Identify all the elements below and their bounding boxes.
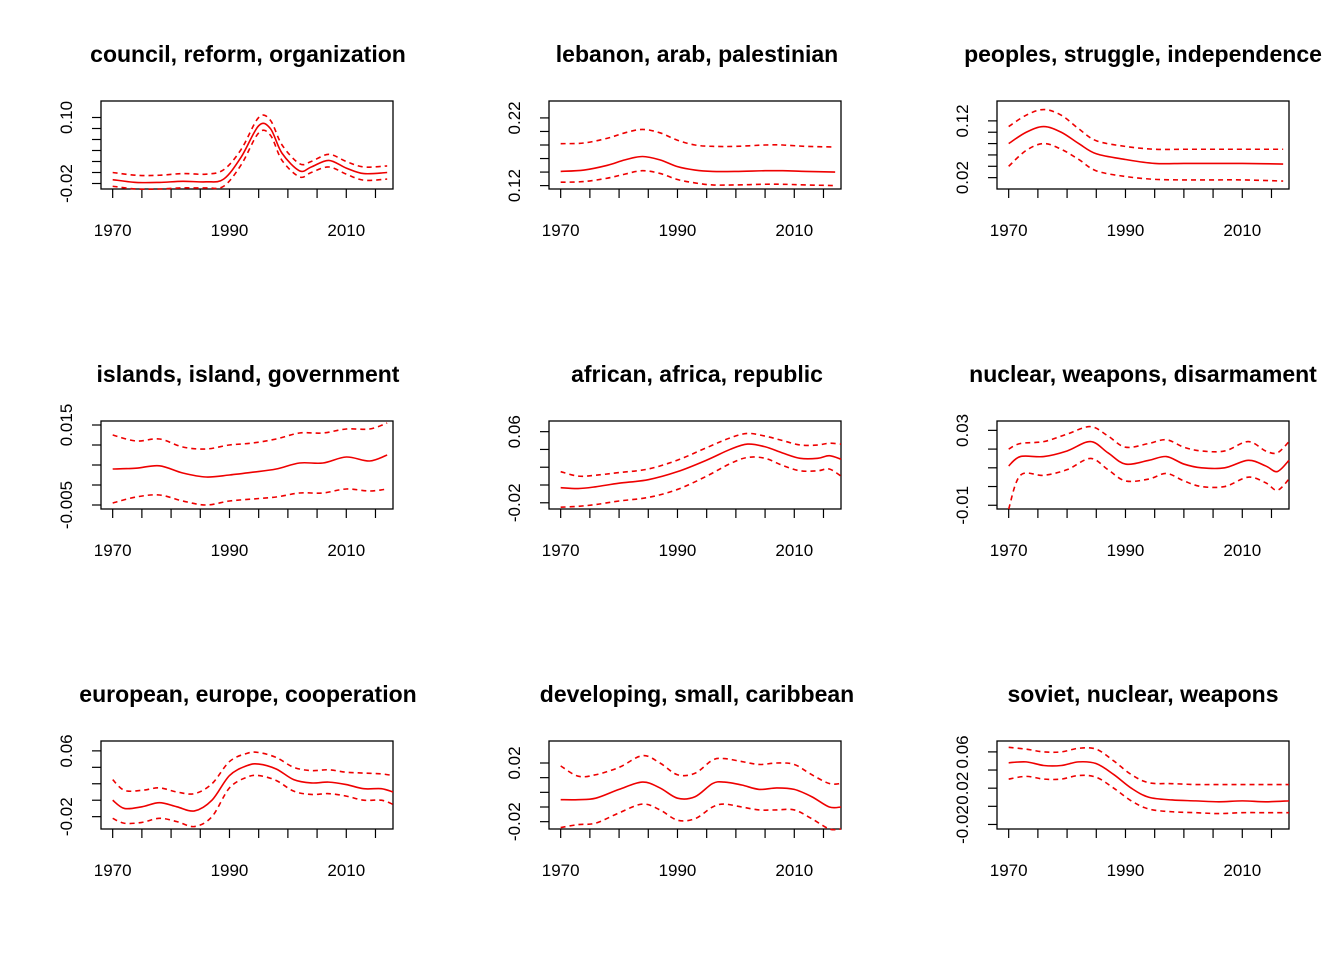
- estimate-line: [112, 762, 394, 812]
- x-tick-label: 1970: [94, 221, 132, 240]
- upper-ci-line: [1008, 108, 1284, 151]
- panel-8: developing, small, caribbean 1970 1990 2010…: [505, 681, 854, 880]
- estimate-line: [1008, 760, 1290, 803]
- x-tick-label: 1970: [990, 221, 1028, 240]
- panel-5: african, africa, republic 1970 1990 2010 -0.…: [505, 361, 842, 560]
- y-tick-label: 0.02: [953, 161, 972, 194]
- plot-frame: [996, 100, 1290, 190]
- plot-frame: [100, 740, 394, 830]
- x-tick-label: 1990: [211, 541, 249, 560]
- x-tick-label: 2010: [1223, 861, 1261, 880]
- panel-1: council, reform, organization 1970 1990 201…: [57, 41, 406, 240]
- y-tick-label: -0.02: [57, 797, 76, 836]
- estimate-line: [112, 122, 388, 184]
- y-tick-label: 0.12: [953, 104, 972, 137]
- panel-title: council, reform, organization: [90, 41, 406, 67]
- y-tick-label: 0.015: [57, 404, 76, 447]
- y-tick-label: -0.02: [953, 805, 972, 844]
- upper-ci-line: [560, 432, 842, 478]
- panel-title: islands, island, government: [97, 361, 400, 387]
- x-tick-label: 2010: [1223, 221, 1261, 240]
- estimate-line: [1008, 125, 1284, 165]
- x-tick-label: 1990: [211, 221, 249, 240]
- x-tick-label: 2010: [327, 861, 365, 880]
- upper-ci-line: [560, 128, 836, 148]
- y-tick-label: 0.03: [953, 414, 972, 447]
- x-tick-label: 1970: [94, 541, 132, 560]
- x-tick-label: 1990: [1107, 221, 1145, 240]
- y-tick-label: -0.02: [505, 483, 524, 522]
- y-tick-label: 0.06: [505, 415, 524, 448]
- x-tick-label: 1970: [542, 541, 580, 560]
- x-tick-label: 2010: [327, 541, 365, 560]
- x-tick-label: 1990: [659, 861, 697, 880]
- y-tick-label: 0.22: [505, 101, 524, 134]
- estimate-line: [560, 155, 836, 173]
- lower-ci-line: [1008, 774, 1289, 815]
- plot-frame: [100, 420, 394, 510]
- x-tick-label: 1970: [542, 861, 580, 880]
- y-tick-label: 0.10: [57, 101, 76, 134]
- panel-title: african, africa, republic: [571, 361, 823, 387]
- estimate-line: [560, 443, 842, 490]
- y-tick-label: -0.02: [505, 802, 524, 841]
- plot-frame: [548, 740, 842, 830]
- lower-ci-line: [1007, 457, 1290, 510]
- y-tick-label: -0.02: [57, 164, 76, 203]
- x-tick-label: 2010: [775, 541, 813, 560]
- panel-title: peoples, struggle, independence: [964, 41, 1322, 67]
- upper-ci-line: [112, 751, 394, 795]
- panel-4: islands, island, government 1970 1990 2010 -…: [57, 361, 400, 560]
- x-tick-label: 1990: [659, 541, 697, 560]
- x-tick-label: 1990: [659, 221, 697, 240]
- lower-ci-line: [112, 488, 388, 506]
- upper-ci-line: [112, 114, 388, 177]
- y-tick-label: 0.06: [953, 735, 972, 768]
- x-tick-label: 1990: [1107, 541, 1145, 560]
- plot-frame: [996, 420, 1290, 510]
- x-tick-label: 2010: [1223, 541, 1261, 560]
- upper-ci-line: [560, 754, 842, 785]
- lower-ci-line: [560, 456, 842, 509]
- lower-ci-line: [560, 169, 836, 187]
- panel-9: soviet, nuclear, weapons 1970 1990 2010 -0.0…: [953, 681, 1290, 880]
- x-tick-label: 1970: [990, 861, 1028, 880]
- lower-ci-line: [112, 129, 388, 191]
- x-tick-label: 1970: [990, 541, 1028, 560]
- x-tick-label: 1970: [94, 861, 132, 880]
- x-tick-label: 2010: [775, 861, 813, 880]
- panel-3: peoples, struggle, independence 1970 1990 2…: [953, 41, 1322, 240]
- panel-title: lebanon, arab, palestinian: [556, 41, 838, 67]
- upper-ci-line: [1008, 425, 1290, 455]
- y-tick-label: 0.06: [57, 734, 76, 767]
- panel-title: developing, small, caribbean: [540, 681, 854, 707]
- plot-frame: [548, 420, 842, 510]
- y-tick-label: -0.01: [953, 486, 972, 525]
- lower-ci-line: [560, 803, 842, 831]
- y-tick-label: 0.02: [953, 772, 972, 805]
- panel-7: european, europe, cooperation 1970 1990 201…: [57, 681, 417, 880]
- panel-title: soviet, nuclear, weapons: [1008, 681, 1279, 707]
- lower-ci-line: [112, 774, 394, 828]
- y-tick-label: -0.005: [57, 481, 76, 529]
- estimate-line: [560, 780, 842, 809]
- estimate-line: [112, 454, 388, 478]
- plot-frame: [100, 100, 394, 190]
- estimate-line: [1008, 440, 1290, 473]
- panel-6: nuclear, weapons, disarmament 1970 1990 201…: [953, 361, 1317, 560]
- y-tick-label: 0.02: [505, 746, 524, 779]
- x-tick-label: 2010: [775, 221, 813, 240]
- panel-title: european, europe, cooperation: [79, 681, 416, 707]
- x-tick-label: 1970: [542, 221, 580, 240]
- y-tick-label: 0.12: [505, 169, 524, 202]
- panel-title: nuclear, weapons, disarmament: [969, 361, 1317, 387]
- upper-ci-line: [1008, 746, 1289, 786]
- x-tick-label: 1990: [1107, 861, 1145, 880]
- x-tick-label: 2010: [327, 221, 365, 240]
- upper-ci-line: [112, 422, 388, 450]
- panel-2: lebanon, arab, palestinian 1970 1990 2010 0.…: [505, 41, 842, 240]
- x-tick-label: 1990: [211, 861, 249, 880]
